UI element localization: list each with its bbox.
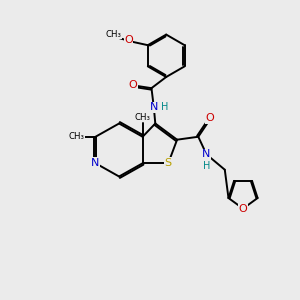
Text: N: N: [202, 149, 211, 159]
Text: O: O: [128, 80, 137, 90]
Text: O: O: [206, 113, 214, 123]
Text: H: H: [203, 160, 210, 171]
Text: CH₃: CH₃: [106, 30, 122, 39]
Text: CH₃: CH₃: [135, 113, 151, 122]
Text: N: N: [150, 102, 158, 112]
Text: H: H: [161, 102, 169, 112]
Text: N: N: [91, 158, 100, 168]
Text: S: S: [165, 158, 172, 168]
Text: O: O: [124, 35, 133, 46]
Text: O: O: [239, 204, 248, 214]
Text: CH₃: CH₃: [68, 132, 84, 141]
